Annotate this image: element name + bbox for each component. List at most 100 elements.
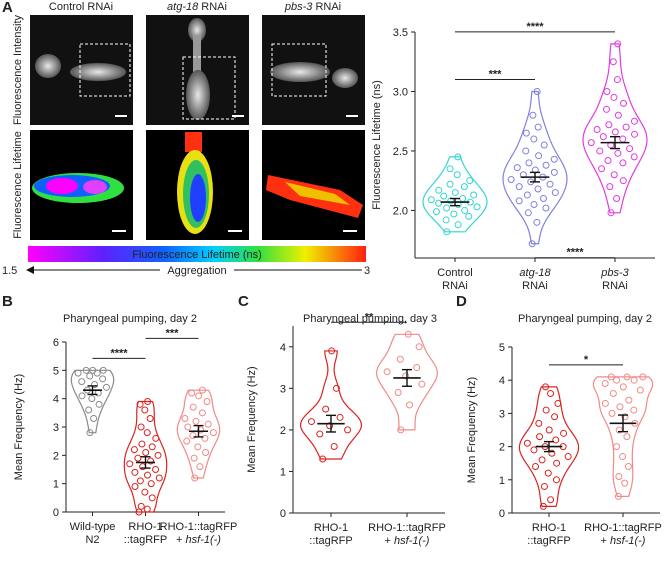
data-point: [538, 456, 546, 464]
data-point: [459, 195, 467, 203]
data-point: [540, 482, 548, 490]
panel-letter: D: [456, 293, 467, 310]
violin: [502, 90, 568, 245]
data-point: [602, 105, 610, 113]
y-tick-label: 4: [499, 375, 505, 387]
data-point: [536, 433, 544, 441]
data-point: [554, 399, 562, 407]
data-point: [616, 403, 624, 411]
x-tick-label: RNAi: [522, 280, 548, 292]
x-tick-label: ::tagRFP: [527, 535, 570, 547]
data-point: [198, 386, 206, 394]
label-segment: RNAi: [198, 1, 227, 13]
significance-label: ***: [166, 327, 180, 339]
data-point: [539, 502, 547, 510]
row-label: Fluorescence Lifetime: [12, 131, 24, 239]
data-point: [95, 400, 103, 408]
data-point: [137, 502, 145, 510]
data-point: [143, 429, 151, 437]
data-point: [406, 401, 414, 409]
data-point: [454, 153, 462, 161]
data-point: [141, 488, 149, 496]
data-point: [415, 343, 423, 351]
data-point: [530, 200, 538, 208]
data-point: [507, 175, 515, 183]
data-point: [545, 426, 553, 434]
violin: [582, 43, 648, 214]
data-point: [544, 469, 552, 477]
data-point: [86, 429, 94, 437]
data-point: [148, 494, 156, 502]
data-point: [99, 375, 107, 383]
data-point: [155, 474, 163, 482]
data-point: [451, 189, 459, 197]
x-tick-label: RHO-1: [128, 521, 162, 533]
label-segment: Control RNAi: [49, 1, 113, 13]
data-point: [513, 164, 521, 172]
data-point: [608, 409, 616, 417]
data-point: [152, 466, 160, 473]
data-point: [470, 191, 478, 199]
y-tick-label: 2: [499, 442, 505, 454]
colorbar-min: 1.5: [2, 265, 17, 277]
label-segment: pbs-3: [284, 1, 313, 13]
x-tick-label: RHO-1::tagRFP: [368, 522, 446, 534]
data-point: [613, 195, 621, 203]
data-point: [136, 477, 144, 485]
data-point: [525, 159, 533, 167]
data-point: [619, 159, 627, 167]
y-tick-label: 3: [53, 422, 59, 434]
data-point: [542, 406, 550, 414]
data-point: [154, 451, 162, 459]
violin: [518, 386, 580, 507]
data-point: [533, 87, 541, 95]
data-point: [610, 93, 618, 101]
data-point: [184, 423, 192, 431]
row-label: Fluorescence Intensity: [12, 14, 24, 125]
x-tick-label: ::tagRFP: [309, 535, 352, 547]
data-point: [344, 426, 352, 434]
data-point: [529, 111, 537, 119]
data-point: [593, 126, 601, 134]
data-point: [141, 406, 149, 414]
data-point: [614, 111, 622, 119]
data-point: [535, 419, 543, 427]
data-point: [413, 364, 421, 372]
x-tick-label: Wild-type: [70, 521, 116, 533]
data-point: [461, 206, 469, 214]
y-tick-label: 1: [280, 466, 286, 478]
violin: [592, 376, 654, 497]
x-tick-label: RHO-1: [532, 522, 566, 534]
data-point: [319, 455, 327, 463]
data-point: [86, 372, 94, 380]
data-point: [189, 432, 197, 439]
data-point: [622, 123, 630, 131]
data-point: [465, 212, 473, 220]
column-label: atg-18 RNAi: [167, 1, 227, 13]
data-point: [630, 406, 638, 414]
y-tick-label: 3.0: [393, 86, 408, 98]
data-point: [523, 191, 531, 199]
y-tick-label: 5: [499, 342, 505, 354]
data-point: [540, 195, 548, 203]
data-point: [542, 383, 550, 391]
arrow-label: Aggregation: [167, 265, 226, 277]
label-segment: atg-18: [519, 267, 551, 279]
data-point: [442, 216, 450, 224]
significance-label: ****: [526, 21, 544, 33]
data-point: [446, 165, 454, 173]
data-point: [316, 430, 324, 438]
label-segment: RNAi: [442, 280, 468, 292]
data-point: [148, 443, 156, 451]
data-point: [533, 218, 541, 226]
data-point: [181, 415, 189, 422]
data-point: [530, 446, 538, 454]
data-point: [131, 483, 139, 490]
data-point: [147, 480, 155, 488]
y-tick-label: 2.0: [393, 205, 408, 217]
data-point: [138, 440, 146, 448]
data-point: [550, 155, 558, 163]
data-point: [619, 177, 627, 185]
data-point: [528, 240, 536, 248]
data-point: [552, 436, 560, 444]
